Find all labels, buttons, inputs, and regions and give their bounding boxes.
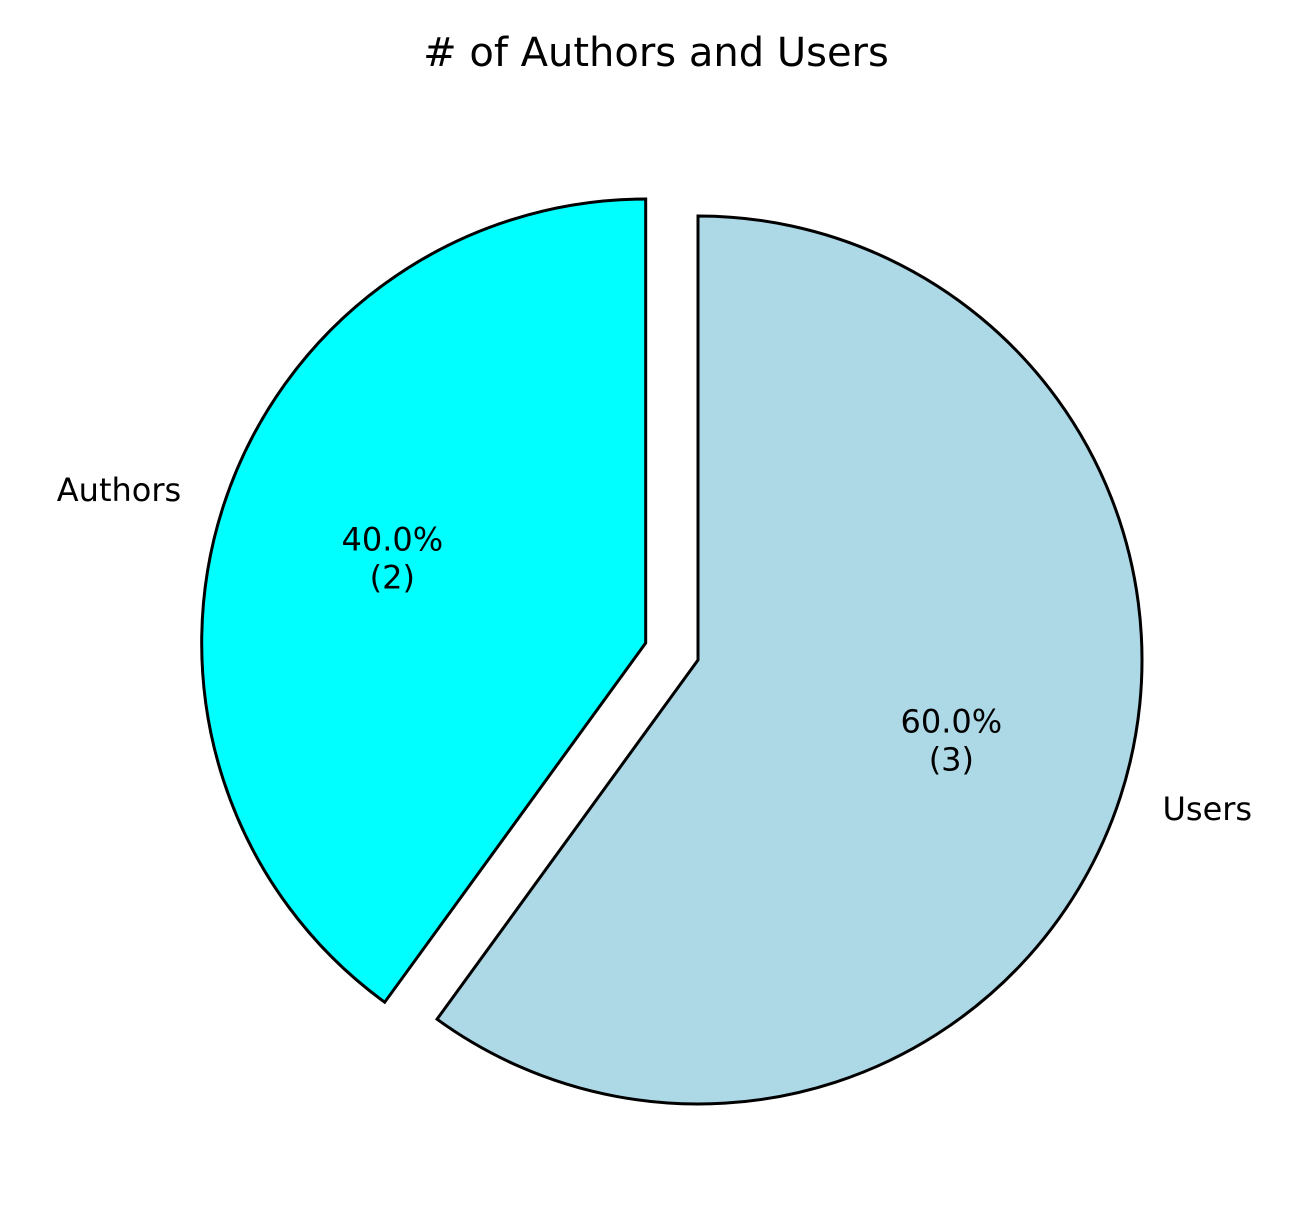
chart-title: # of Authors and Users bbox=[423, 30, 889, 76]
pie-labels: Authors 40.0%(2) Users 60.0%(3) bbox=[57, 471, 1252, 828]
count-label-authors: (2) bbox=[370, 559, 415, 597]
pie-slices bbox=[200, 197, 1144, 1106]
percent-label-users: 60.0% bbox=[901, 702, 1003, 740]
percent-label-authors: 40.0% bbox=[342, 521, 444, 559]
count-label-users: (3) bbox=[929, 740, 974, 778]
pie-slice-authors bbox=[200, 197, 648, 1005]
pie-slice-users bbox=[434, 214, 1144, 1106]
slice-label-users: Users bbox=[1162, 790, 1252, 828]
slice-label-authors: Authors bbox=[57, 471, 181, 509]
